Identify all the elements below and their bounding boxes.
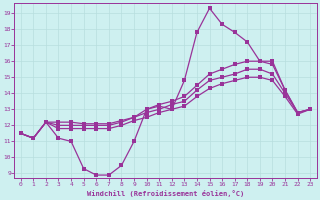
X-axis label: Windchill (Refroidissement éolien,°C): Windchill (Refroidissement éolien,°C) xyxy=(87,190,244,197)
